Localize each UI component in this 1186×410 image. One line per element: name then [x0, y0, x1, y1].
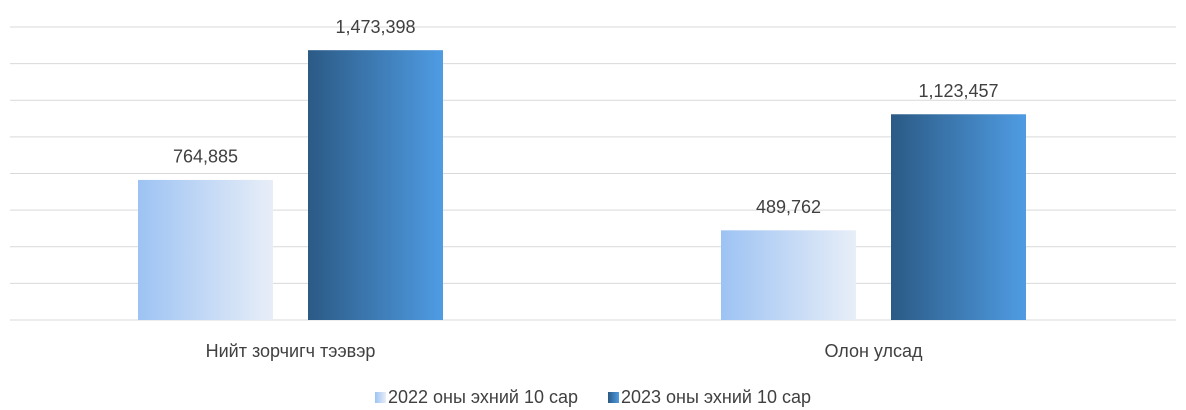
x-tick-label: Нийт зорчигч тээвэр	[206, 341, 376, 361]
legend-label: 2022 оны эхний 10 сар	[388, 387, 578, 407]
bar	[891, 114, 1026, 320]
legend-label: 2023 оны эхний 10 сар	[621, 387, 811, 407]
bar	[138, 179, 273, 320]
x-tick-label: Олон улсад	[824, 341, 923, 361]
bar	[721, 230, 856, 320]
legend-swatch	[374, 392, 386, 403]
data-label: 1,473,398	[335, 17, 415, 37]
legend-swatch	[608, 392, 619, 403]
data-label: 489,762	[756, 197, 821, 217]
data-label: 1,123,457	[918, 81, 998, 101]
bar	[308, 50, 443, 320]
data-label: 764,885	[173, 147, 238, 167]
